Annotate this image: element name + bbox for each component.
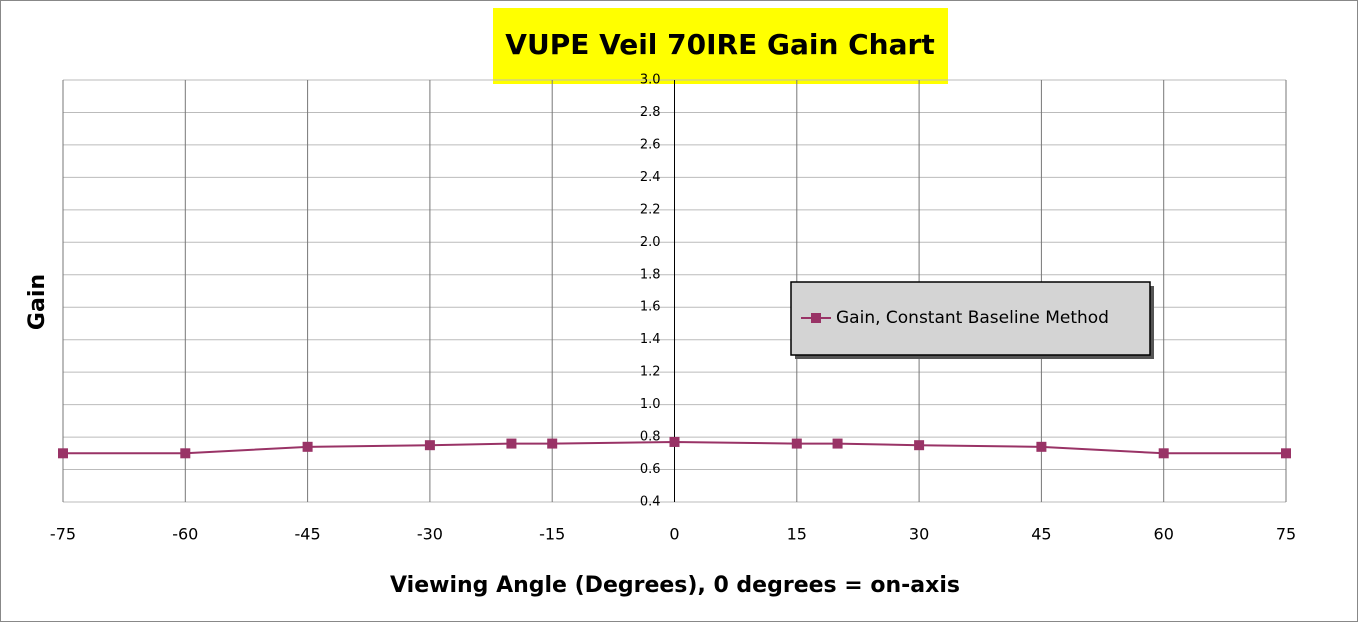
y-tick-label: 1.2	[640, 365, 661, 380]
y-axis-label: Gain	[25, 274, 50, 330]
x-tick-label: -30	[417, 525, 443, 544]
y-tick-label: 1.0	[640, 397, 661, 412]
legend-marker	[811, 313, 821, 323]
data-point	[791, 438, 802, 449]
data-point	[1281, 448, 1291, 459]
x-tick-label: 30	[909, 525, 929, 544]
y-tick-label: 2.2	[640, 202, 661, 217]
x-tick-label: 75	[1276, 525, 1296, 544]
plot	[58, 436, 1291, 459]
y-tick-label: 1.4	[640, 332, 661, 347]
chart-title: VUPE Veil 70IRE Gain Chart	[505, 28, 934, 61]
x-tick-label: 15	[787, 525, 807, 544]
data-point	[58, 448, 68, 459]
x-tick-label: 60	[1154, 525, 1174, 544]
title-box	[493, 8, 948, 84]
data-point	[914, 440, 925, 451]
data-point	[424, 440, 435, 451]
legend-label: Gain, Constant Baseline Method	[836, 308, 1109, 328]
data-point	[547, 438, 558, 449]
data-point	[180, 448, 191, 459]
y-tick-label: 2.6	[640, 137, 661, 152]
y-tick-label: 2.0	[640, 235, 661, 250]
y-tick-label: 0.8	[640, 430, 661, 445]
legend: Gain, Constant Baseline Method	[801, 308, 1109, 328]
x-tick-label: -45	[295, 525, 321, 544]
data-point	[669, 436, 680, 447]
y-tick-label: 2.4	[640, 170, 661, 185]
y-tick-label: 1.6	[640, 300, 661, 315]
data-point	[1036, 441, 1047, 452]
legend-box	[790, 281, 1151, 356]
data-point	[832, 438, 843, 449]
data-point	[1158, 448, 1169, 459]
x-axis-label: Viewing Angle (Degrees), 0 degrees = on-…	[390, 573, 960, 598]
x-tick-label: 0	[669, 525, 679, 544]
grid: 0.4 0.6 0.8 1.0 1.2 1.4 1.6 1.8 2.0 2.2 2.4 2.6 2.8 3…	[50, 73, 1296, 544]
y-tick-label: 3.0	[640, 73, 661, 88]
y-tick-label: 0.6	[640, 462, 661, 477]
x-tick-label: -60	[172, 525, 198, 544]
y-tick-label: 2.8	[640, 105, 661, 120]
y-tick-label: 1.8	[640, 267, 661, 282]
data-point	[302, 441, 313, 452]
y-tick-label: 0.4	[640, 495, 661, 510]
x-tick-label: -75	[50, 525, 76, 544]
data-point	[506, 438, 517, 449]
x-tick-label: -15	[539, 525, 565, 544]
x-tick-label: 45	[1031, 525, 1051, 544]
